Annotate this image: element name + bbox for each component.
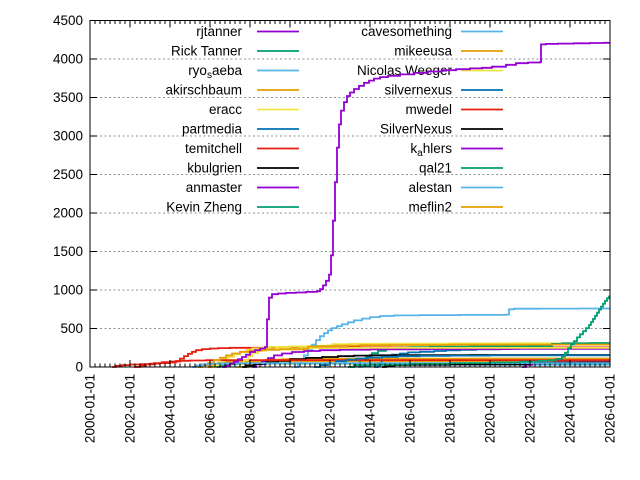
legend-entry-rick-tanner: Rick Tanner [171, 44, 299, 59]
series-line-akirschbaum [198, 343, 610, 368]
legend-entry-anmaster: anmaster [186, 180, 299, 195]
x-tick-label-2010: 2010-01-01 [283, 374, 298, 443]
legend-entry-ryo-saeba: ryosaeba [188, 63, 299, 81]
series-line-rjtanner [222, 41, 610, 368]
x-tick-label-2004: 2004-01-01 [163, 374, 178, 443]
legend-label-anmaster: anmaster [186, 180, 243, 195]
legend-label-ryo-saeba: ryosaeba [188, 63, 242, 81]
legend-label-meflin2: meflin2 [408, 200, 452, 215]
legend-label-rjtanner: rjtanner [196, 24, 242, 39]
y-tick-label-4000: 4000 [53, 52, 83, 67]
y-tick-label-500: 500 [60, 321, 83, 336]
legend-entry-mikeeusa: mikeeusa [394, 44, 503, 59]
y-tick-label-1500: 1500 [53, 244, 83, 259]
x-tick-label-2012: 2012-01-01 [323, 374, 338, 443]
legend-label-akirschbaum: akirschbaum [165, 83, 242, 98]
x-tick-label-2016: 2016-01-01 [403, 374, 418, 443]
axis-ticks [89, 20, 611, 368]
x-tick-label-2022: 2022-01-01 [523, 374, 538, 443]
legend-label-temitchell: temitchell [185, 141, 242, 156]
legend-label-silvernexus: SilverNexus [380, 122, 452, 137]
legend-entry-partmedia: partmedia [182, 122, 299, 137]
legend-label-k-ahlers: kahlers [410, 141, 452, 159]
legend-entry-rjtanner: rjtanner [196, 24, 299, 39]
series-line-anmaster [252, 348, 610, 368]
legend-label-mwedel: mwedel [405, 102, 452, 117]
y-tick-label-2500: 2500 [53, 167, 83, 182]
legend-label-silvernexus: silvernexus [384, 83, 452, 98]
x-tick-label-2006: 2006-01-01 [203, 374, 218, 443]
y-tick-label-2000: 2000 [53, 206, 83, 221]
legend-label-partmedia: partmedia [182, 122, 243, 137]
x-tick-label-2026: 2026-01-01 [603, 374, 618, 443]
legend-entry-kevin-zheng: Kevin Zheng [166, 200, 299, 215]
y-tick-label-3500: 3500 [53, 90, 83, 105]
y-tick-label-4500: 4500 [53, 13, 83, 28]
legend-entry-cavesomething: cavesomething [361, 24, 503, 39]
legend-entry-kbulgrien: kbulgrien [187, 161, 299, 176]
legend-label-kevin-zheng: Kevin Zheng [166, 200, 242, 215]
x-tick-label-2024: 2024-01-01 [563, 374, 578, 443]
legend-label-eracc: eracc [209, 102, 242, 117]
legend-label-qal21: qal21 [419, 161, 452, 176]
legend-label-mikeeusa: mikeeusa [394, 44, 452, 59]
x-tick-label-2008: 2008-01-01 [243, 374, 258, 443]
x-tick-label-2000: 2000-01-01 [83, 374, 98, 443]
legend-entry-silvernexus: SilverNexus [380, 122, 503, 137]
legend-label-rick-tanner: Rick Tanner [171, 44, 243, 59]
axis-labels: 0 500 1000 1500 2000 2500 3000 3500 4000 4500 2000… [53, 13, 618, 443]
legend-label-kbulgrien: kbulgrien [187, 161, 242, 176]
legend-entry-silvernexus: silvernexus [384, 83, 503, 98]
legend-label-cavesomething: cavesomething [361, 24, 452, 39]
gridlines [91, 58, 609, 329]
x-tick-label-2014: 2014-01-01 [363, 374, 378, 443]
x-tick-label-2020: 2020-01-01 [483, 374, 498, 443]
legend: rjtanner Rick Tanner ryosaeba akirschbaum er… [165, 24, 503, 215]
legend-entry-nicolas-weeger: Nicolas Weeger [357, 63, 503, 78]
legend-entry-temitchell: temitchell [185, 141, 299, 156]
legend-entry-k-ahlers: kahlers [410, 141, 503, 159]
y-tick-label-0: 0 [75, 360, 83, 375]
legend-entry-akirschbaum: akirschbaum [165, 83, 299, 98]
legend-entry-meflin2: meflin2 [408, 200, 503, 215]
x-tick-label-2002: 2002-01-01 [123, 374, 138, 443]
x-tick-label-2018: 2018-01-01 [443, 374, 458, 443]
legend-entry-qal21: qal21 [419, 161, 503, 176]
legend-label-alestan: alestan [408, 180, 452, 195]
y-tick-label-1000: 1000 [53, 283, 83, 298]
legend-entry-mwedel: mwedel [405, 102, 503, 117]
legend-entry-alestan: alestan [408, 180, 503, 195]
legend-entry-eracc: eracc [209, 102, 299, 117]
legend-label-nicolas-weeger: Nicolas Weeger [357, 63, 453, 78]
y-tick-label-3000: 3000 [53, 129, 83, 144]
